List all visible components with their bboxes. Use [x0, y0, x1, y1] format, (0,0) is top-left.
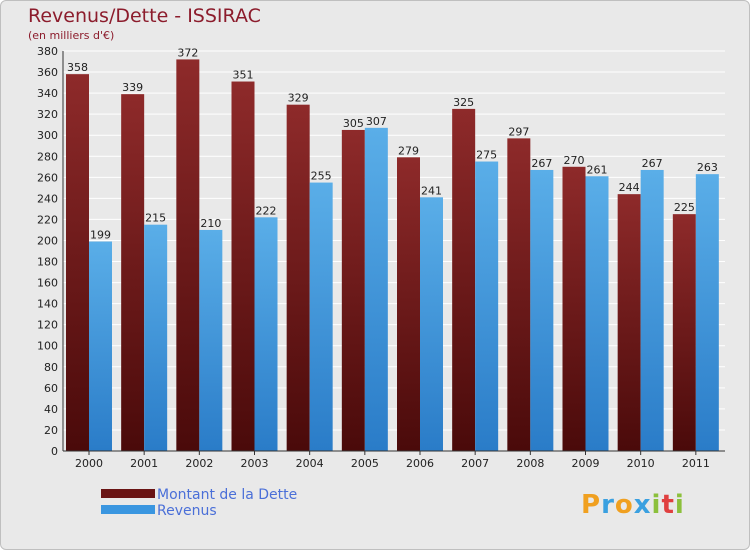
revenue-value-label: 199 [90, 229, 111, 242]
revenue-value-label: 261 [587, 163, 608, 176]
logo-letter: i [651, 490, 662, 520]
x-tick-label: 2003 [241, 457, 269, 470]
debt-value-label: 329 [288, 92, 309, 105]
x-tick-label: 2000 [75, 457, 103, 470]
x-tick-label: 2008 [516, 457, 544, 470]
logo-letter: r [601, 490, 615, 520]
debt-bar [562, 166, 586, 451]
y-tick-label: 140 [37, 298, 58, 311]
revenue-bar [695, 174, 719, 451]
revenue-bar [585, 176, 609, 451]
legend-swatch-revenue [101, 505, 155, 514]
y-tick-label: 40 [44, 403, 58, 416]
logo-letter: x [633, 490, 652, 520]
debt-value-label: 270 [564, 154, 585, 167]
y-tick-label: 260 [37, 171, 58, 184]
revenue-bar [89, 241, 112, 451]
revenue-value-label: 307 [366, 115, 387, 128]
y-tick-label: 100 [37, 340, 58, 353]
chart-subtitle: (en milliers d'€) [28, 29, 115, 42]
logo-letter: o [614, 490, 634, 520]
plot-area [63, 51, 725, 451]
debt-bar [672, 214, 696, 451]
logo-letter: i [674, 490, 685, 520]
revenue-bar [475, 161, 499, 452]
y-tick-label: 60 [44, 382, 58, 395]
debt-value-label: 325 [453, 96, 474, 109]
x-tick-label: 2007 [461, 457, 489, 470]
debt-value-label: 297 [508, 125, 529, 138]
debt-value-label: 358 [67, 61, 88, 74]
debt-bar [452, 108, 476, 451]
debt-bar [286, 104, 310, 452]
y-tick-label: 80 [44, 361, 58, 374]
y-tick-label: 240 [37, 192, 58, 205]
debt-value-label: 279 [398, 144, 419, 157]
x-tick-label: 2004 [296, 457, 324, 470]
debt-value-label: 225 [674, 201, 695, 214]
revenue-value-label: 267 [531, 157, 552, 170]
revenue-value-label: 241 [421, 184, 442, 197]
chart-title: Revenus/Dette - ISSIRAC [28, 5, 261, 27]
y-tick-label: 20 [44, 424, 58, 437]
y-tick-label: 160 [37, 277, 58, 290]
y-tick-label: 200 [37, 234, 58, 247]
legend-label-debt: Montant de la Dette [157, 487, 297, 503]
legend-label-revenue: Revenus [157, 503, 217, 519]
x-tick-label: 2005 [351, 457, 379, 470]
debt-value-label: 372 [177, 46, 198, 59]
debt-bar [231, 81, 255, 452]
y-tick-label: 120 [37, 319, 58, 332]
revenue-bar [640, 169, 664, 451]
x-tick-label: 2006 [406, 457, 434, 470]
revenue-value-label: 210 [200, 217, 221, 230]
x-tick-label: 2011 [682, 457, 710, 470]
revenue-value-label: 215 [145, 212, 166, 225]
revenue-value-label: 222 [256, 204, 277, 217]
revenue-bar [254, 217, 278, 451]
debt-bar [176, 59, 200, 451]
revenue-bar [144, 224, 168, 451]
legend-swatch-debt [101, 489, 155, 498]
y-tick-label: 300 [37, 129, 58, 142]
debt-value-label: 351 [233, 69, 254, 82]
y-tick-label: 360 [37, 66, 58, 79]
revenue-bar [420, 197, 443, 451]
revenue-value-label: 263 [697, 161, 718, 174]
revenue-bar [309, 182, 333, 451]
y-tick-label: 220 [37, 213, 58, 226]
logo-letter: P [581, 490, 602, 520]
debt-bar [121, 94, 145, 451]
revenue-bar [530, 169, 554, 451]
debt-value-label: 305 [343, 117, 364, 130]
debt-bar [617, 194, 641, 451]
debt-bar [341, 129, 365, 451]
debt-value-label: 244 [619, 181, 640, 194]
x-tick-label: 2009 [572, 457, 600, 470]
y-tick-label: 380 [37, 45, 58, 58]
logo-letter: t [661, 490, 675, 520]
y-tick-label: 280 [37, 150, 58, 163]
proxiti-logo: Proxiti [581, 490, 685, 520]
y-tick-label: 0 [51, 445, 58, 458]
debt-bar [507, 138, 531, 452]
x-tick-label: 2001 [130, 457, 158, 470]
y-tick-label: 320 [37, 108, 58, 121]
debt-bar [66, 74, 89, 451]
debt-value-label: 339 [122, 81, 143, 94]
revenue-bar [364, 127, 388, 451]
x-tick-label: 2010 [627, 457, 655, 470]
revenue-bar [199, 229, 223, 451]
y-tick-label: 180 [37, 256, 58, 269]
revenue-value-label: 275 [476, 149, 497, 162]
revenue-value-label: 267 [642, 157, 663, 170]
revenue-value-label: 255 [311, 170, 332, 183]
debt-bar [397, 157, 420, 451]
x-tick-label: 2002 [185, 457, 213, 470]
y-tick-label: 340 [37, 87, 58, 100]
